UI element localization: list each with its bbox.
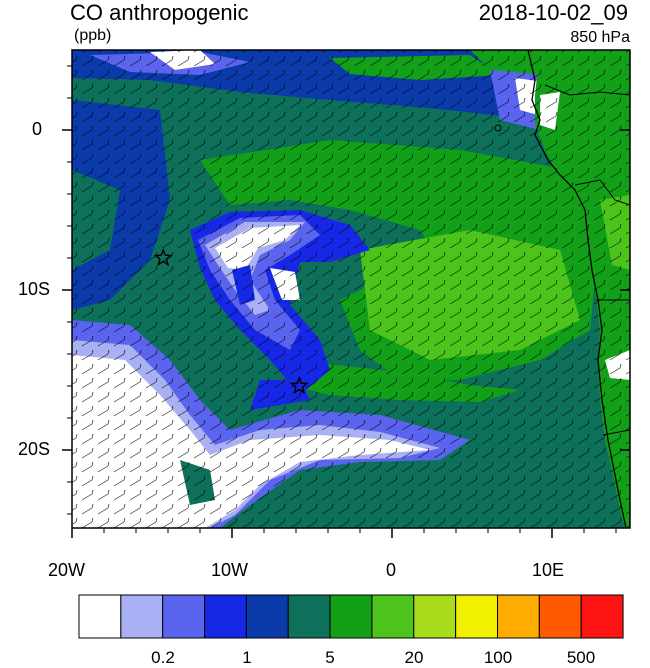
x-tick-label: 10W [211, 560, 249, 580]
colorbar-swatch [162, 594, 206, 639]
colorbar-swatch [371, 594, 415, 639]
axis-minor-ticks [67, 65, 617, 533]
colorbar-swatch [287, 594, 331, 639]
axis-ticks [62, 129, 630, 538]
colorbar-label: 20 [404, 648, 424, 667]
y-tick-label: 0 [32, 119, 43, 139]
colorbar-swatch [497, 594, 540, 639]
colorbar [78, 594, 624, 639]
y-tick-label: 10S [18, 279, 51, 299]
pressure-level-label: 850 hPa [570, 29, 630, 46]
colorbar-swatch [120, 594, 164, 639]
colorbar-swatch [413, 594, 457, 639]
colorbar-swatch [329, 594, 373, 639]
colorbar-label: 5 [325, 648, 335, 667]
colorbar-swatch [204, 594, 247, 639]
colorbar-label: 100 [483, 648, 513, 667]
x-tick-label: 20W [48, 560, 86, 580]
datetime-label: 2018-10-02_09 [478, 0, 628, 25]
map-frame [71, 49, 631, 529]
colorbar-swatch [78, 594, 122, 639]
units-label: (ppb) [74, 27, 112, 44]
colorbar-swatch [538, 594, 582, 639]
co-concentration-field [72, 50, 630, 528]
x-tick-label: 0 [386, 560, 397, 580]
star-marker-icon [289, 376, 309, 395]
colorbar-swatch [455, 594, 498, 639]
star-marker-icon [153, 248, 173, 267]
colorbar-swatch [580, 594, 624, 639]
colorbar-label: 1 [242, 648, 252, 667]
colorbar-swatch [245, 594, 289, 639]
map-title: CO anthropogenic [70, 0, 249, 25]
y-tick-label: 20S [18, 439, 51, 459]
colorbar-label: 500 [566, 648, 596, 667]
x-tick-label: 10E [532, 560, 565, 580]
colorbar-label: 0.2 [151, 648, 175, 667]
